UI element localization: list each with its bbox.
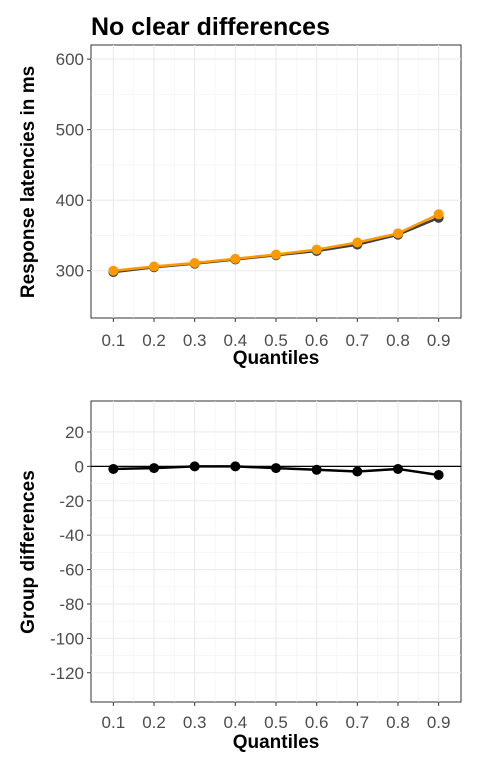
x-tick-label: 0.3	[183, 331, 207, 350]
data-point	[230, 253, 241, 264]
x-tick-labels: 0.1 0.2 0.3 0.4 0.5 0.6 0.7 0.8 0.9	[102, 318, 451, 350]
data-point	[433, 469, 444, 480]
data-point	[392, 228, 403, 239]
x-axis-title: Quantiles	[233, 348, 320, 369]
x-tick-label: 0.6	[305, 713, 329, 732]
x-tick-label: 0.9	[427, 331, 451, 350]
x-tick-label: 0.6	[305, 331, 329, 350]
x-tick-label: 0.5	[264, 331, 288, 350]
x-tick-label: 0.4	[224, 331, 248, 350]
y-tick-label: 300	[56, 262, 84, 281]
quantile-latency-panel: 300 400 500 600 0.1 0.2 0.3 0.4 0.5 0.6 0.7 0.8 0.9…	[18, 44, 462, 369]
y-tick-label: -60	[59, 561, 84, 580]
y-axis-title: Group differences	[18, 470, 39, 634]
x-tick-label: 0.8	[386, 713, 410, 732]
y-tick-label: 20	[65, 423, 84, 442]
data-point	[311, 464, 322, 475]
data-point	[352, 237, 363, 248]
y-tick-label: -40	[59, 526, 84, 545]
y-tick-label: 400	[56, 191, 84, 210]
y-axis-title: Response latencies in ms	[18, 66, 39, 298]
data-point	[433, 209, 444, 220]
data-point	[108, 265, 119, 276]
y-tick-label: -100	[50, 629, 84, 648]
x-tick-label: 0.4	[224, 713, 248, 732]
x-tick-label: 0.2	[142, 331, 166, 350]
x-tick-label: 0.3	[183, 713, 207, 732]
y-tick-label: -120	[50, 664, 84, 683]
plot-title: No clear differences	[91, 13, 330, 41]
y-tick-labels: 20 0 -20 -40 -60 -80 -100 -120	[50, 423, 91, 683]
data-point	[149, 261, 160, 272]
x-tick-label: 0.2	[142, 713, 166, 732]
data-point	[271, 463, 281, 474]
data-point	[311, 244, 322, 255]
data-point	[352, 466, 363, 477]
y-tick-label: 500	[56, 121, 84, 140]
y-tick-label: -80	[59, 595, 84, 614]
data-point	[392, 463, 403, 474]
grid	[91, 401, 461, 702]
marks	[91, 461, 461, 480]
x-tick-label: 0.5	[264, 713, 288, 732]
x-tick-label: 0.7	[345, 713, 369, 732]
x-tick-label: 0.1	[102, 331, 126, 350]
group-difference-panel: 200-20-40-60-80-100-120 0.1 0.2 0.3 0.4 0.5 0…	[18, 400, 462, 753]
data-point	[149, 463, 160, 474]
y-tick-labels: 300 400 500 600	[56, 50, 91, 281]
data-point	[108, 463, 119, 474]
data-point	[189, 257, 200, 268]
x-tick-labels: 0.1 0.2 0.3 0.4 0.5 0.6 0.7 0.8 0.9	[102, 702, 451, 732]
x-tick-label: 0.1	[102, 713, 126, 732]
x-axis-title: Quantiles	[233, 732, 320, 753]
y-tick-label: -20	[59, 492, 84, 511]
marks	[108, 209, 444, 278]
y-tick-label: 600	[56, 50, 84, 69]
x-tick-label: 0.7	[345, 331, 369, 350]
x-tick-label: 0.8	[386, 331, 410, 350]
y-tick-label: 0	[75, 457, 84, 476]
data-point	[271, 249, 281, 260]
data-point	[189, 461, 200, 472]
data-point	[230, 461, 241, 472]
x-tick-label: 0.9	[427, 713, 451, 732]
